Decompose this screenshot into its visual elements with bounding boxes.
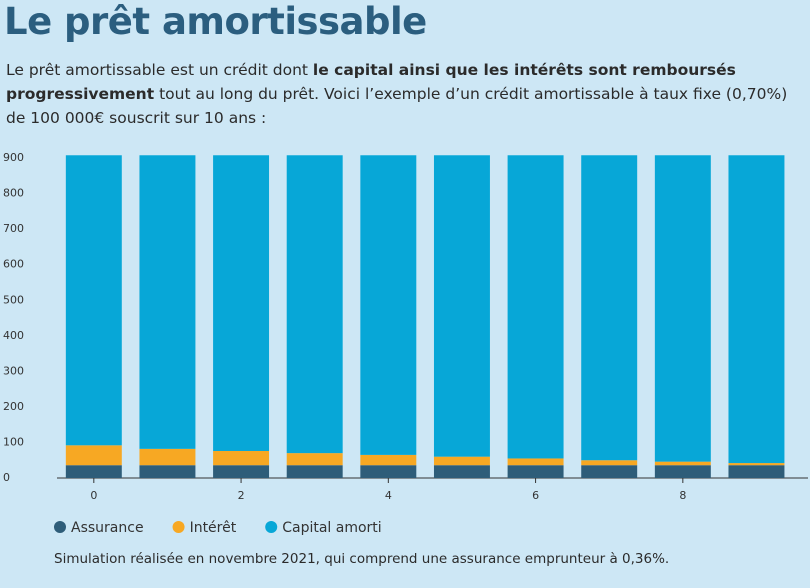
page-title: Le prêt amortissable (4, 0, 427, 43)
bar-segment (360, 465, 417, 478)
y-tick-label: 500 (3, 293, 24, 306)
x-tick-label: 4 (385, 489, 392, 502)
bar-segment (213, 155, 270, 451)
bar-segment (139, 465, 196, 478)
legend-label: Capital amorti (282, 520, 381, 536)
x-tick-label: 8 (679, 489, 686, 502)
bar-segment (654, 465, 711, 478)
intro-text: Le prêt amortissable est un crédit dont (6, 61, 313, 79)
x-tick-label: 6 (532, 489, 539, 502)
y-tick-label: 200 (3, 400, 24, 413)
bar-segment (65, 155, 122, 446)
x-tick-label: 0 (90, 489, 97, 502)
bar-segment (433, 155, 490, 457)
bar-segment (507, 458, 564, 466)
bar-segment (433, 456, 490, 466)
legend-label: Assurance (71, 520, 144, 536)
bar-segment (139, 448, 196, 466)
bar-segment (654, 461, 711, 466)
bar-segment (507, 155, 564, 459)
legend-marker (172, 521, 185, 533)
bar-segment (507, 465, 564, 478)
chart: 0 100 200 300 400 500 600 700 800 900 0 2 4 6 8 Assuran… (3, 151, 808, 536)
intro-text: le capital ainsi que les intérêts sont r… (6, 61, 736, 103)
bar-segment (581, 460, 638, 466)
legend-marker (265, 521, 278, 533)
intro: Le prêt amortissable est un crédit dont … (6, 58, 796, 130)
legend-marker (54, 521, 66, 533)
bar-segment (581, 155, 638, 461)
bar-segment (728, 463, 785, 466)
bar-segment (139, 155, 196, 449)
bar-segment (213, 465, 270, 478)
bar-segment (286, 155, 343, 454)
bar-segment (360, 155, 417, 455)
y-tick-label: 800 (3, 187, 24, 200)
bar-segment (654, 155, 711, 462)
bar-segment (213, 450, 270, 466)
bar-segment (433, 465, 490, 478)
bar-segment (728, 465, 785, 478)
y-tick-label: 300 (3, 364, 24, 377)
bar-segment (360, 454, 417, 466)
intro-text: tout au long du prêt. Voici l’exemple d’… (6, 85, 788, 127)
legend-label: Intérêt (190, 520, 237, 536)
bar-segment (65, 445, 122, 466)
x-tick-label: 2 (238, 489, 245, 502)
y-tick-label: 700 (3, 222, 24, 235)
y-tick-label: 0 (3, 471, 10, 484)
bar-segment (65, 465, 122, 478)
y-tick-label: 100 (3, 435, 24, 448)
footnote: Simulation réalisée en novembre 2021, qu… (54, 551, 670, 567)
y-tick-label: 900 (3, 151, 24, 164)
bar-segment (581, 465, 638, 478)
bar-segment (286, 465, 343, 478)
bar-segment (286, 453, 343, 466)
y-tick-label: 600 (3, 258, 24, 271)
y-tick-label: 400 (3, 329, 24, 342)
bar-segment (728, 155, 785, 464)
